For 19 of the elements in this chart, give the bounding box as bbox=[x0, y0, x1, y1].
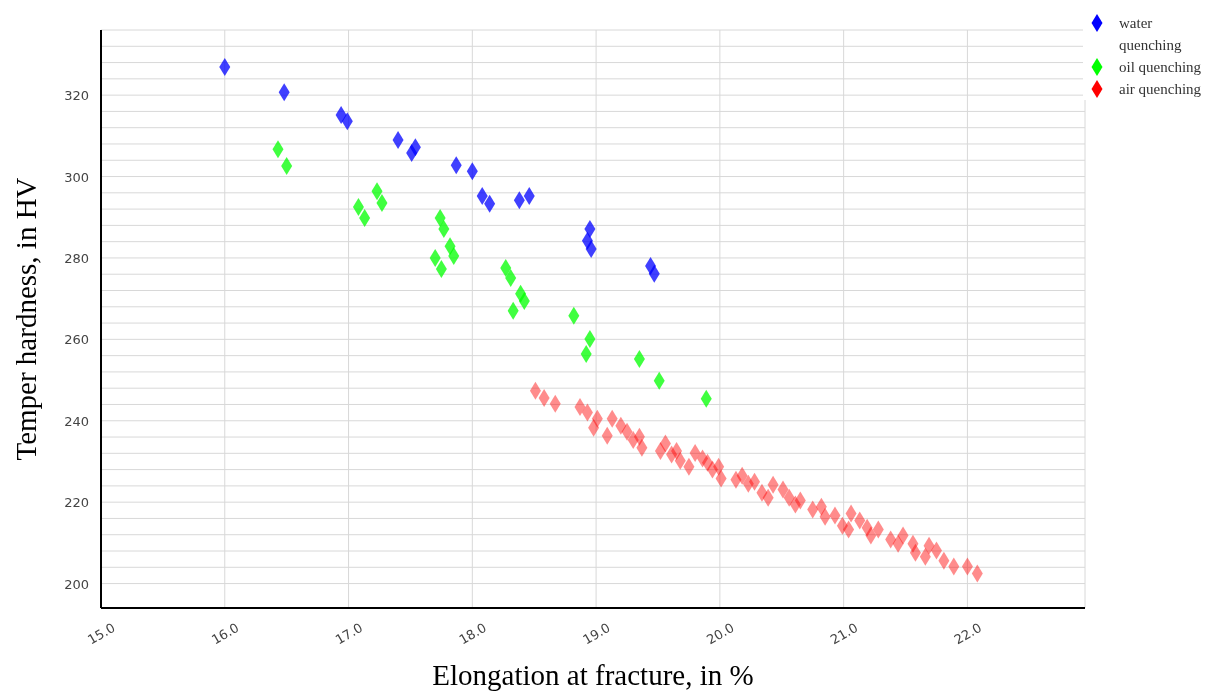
legend-label: oil quenching bbox=[1119, 58, 1202, 77]
y-tick-label: 320 bbox=[64, 88, 89, 104]
x-tick-label: 19.0 bbox=[580, 619, 613, 648]
y-tick-label: 280 bbox=[64, 250, 89, 266]
y-tick-label: 260 bbox=[64, 332, 89, 348]
y-tick-label: 200 bbox=[64, 576, 89, 592]
x-tick-label: 20.0 bbox=[703, 619, 737, 648]
x-tick-label: 17.0 bbox=[332, 619, 366, 648]
x-tick-label: 21.0 bbox=[827, 619, 861, 648]
y-axis-title: Temper hardness, in HV bbox=[10, 177, 43, 461]
x-tick-label: 18.0 bbox=[456, 619, 490, 648]
x-tick-label: 15.0 bbox=[85, 619, 118, 648]
y-tick-label: 300 bbox=[64, 169, 89, 185]
legend-label: air quenching bbox=[1119, 80, 1202, 99]
x-axis-title: Elongation at fracture, in % bbox=[432, 659, 754, 691]
x-tick-label: 22.0 bbox=[951, 619, 985, 648]
y-tick-label: 240 bbox=[64, 413, 89, 429]
x-tick-label: 16.0 bbox=[208, 619, 242, 648]
y-tick-label: 220 bbox=[64, 495, 89, 511]
